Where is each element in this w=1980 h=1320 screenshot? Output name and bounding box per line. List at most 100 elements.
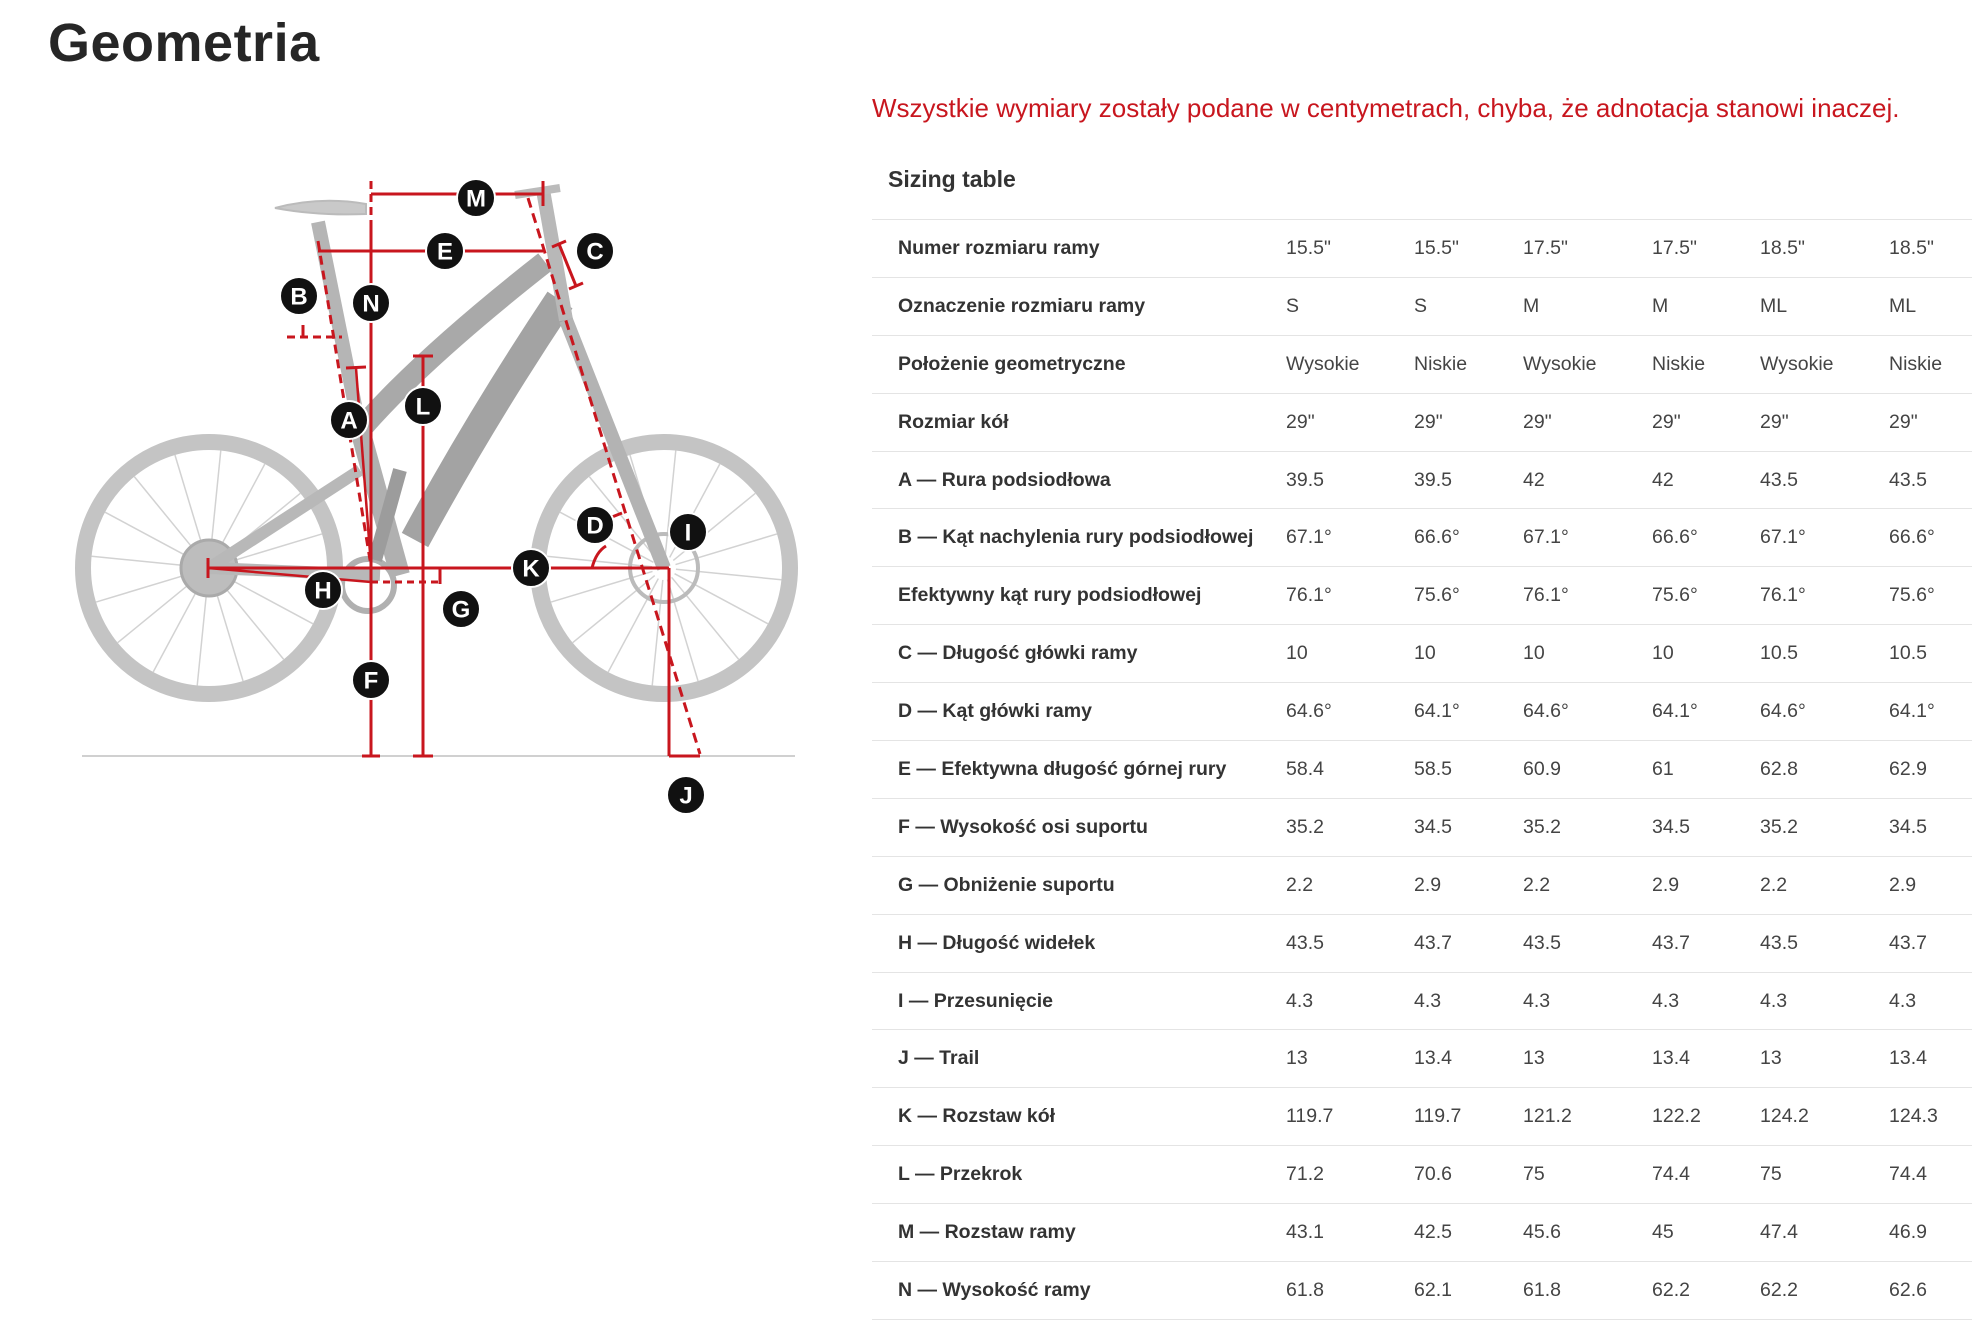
- table-cell: 62.1: [1414, 1278, 1452, 1301]
- marker-circle: [441, 589, 481, 629]
- spoke: [133, 476, 202, 560]
- marker-circle: [575, 505, 615, 545]
- table-cell: 76.1°: [1760, 584, 1806, 607]
- table-cell: 45: [1652, 1221, 1674, 1244]
- marker-letter: G: [452, 597, 471, 624]
- spoke: [674, 573, 769, 625]
- table-cell: 121.2: [1523, 1105, 1572, 1128]
- table-cell: 4.3: [1760, 989, 1788, 1012]
- table-cell: 70.6: [1414, 1163, 1452, 1186]
- dim-d: [590, 544, 607, 569]
- row-label: N — Wysokość ramy: [898, 1278, 1091, 1301]
- bike-geometry-diagram: ME C B N A L D I K H G F J: [75, 178, 798, 815]
- marker-b: B: [279, 276, 319, 316]
- table-row: N — Wysokość ramy 61.8 62.1 61.8 62.2 62.2 62.…: [872, 1262, 1972, 1320]
- row-label: I — Przesunięcie: [898, 989, 1053, 1012]
- table-cell: 2.9: [1889, 873, 1917, 896]
- table-cell: 45.6: [1523, 1221, 1561, 1244]
- spoke: [91, 555, 198, 568]
- table-cell: 34.5: [1414, 815, 1452, 838]
- marker-circle: [425, 231, 465, 271]
- table-cell: 64.6°: [1286, 700, 1332, 723]
- marker-circle: [456, 178, 496, 218]
- table-row: J — Trail 13 13.4 13 13.4 13 13.4: [872, 1030, 1972, 1089]
- table-cell: 47.4: [1760, 1221, 1798, 1244]
- table-cell: 29": [1286, 410, 1315, 433]
- marker-circle: [403, 386, 443, 426]
- seat-stay: [205, 464, 364, 574]
- table-cell: 124.3: [1889, 1105, 1938, 1128]
- spoke: [607, 578, 659, 673]
- spoke: [675, 568, 782, 581]
- table-cell: 4.3: [1523, 989, 1551, 1012]
- table-cell: M: [1652, 294, 1669, 317]
- table-cell: 64.1°: [1652, 700, 1698, 723]
- spoke: [572, 575, 656, 644]
- marker-a: A: [329, 400, 369, 440]
- table-cell: 39.5: [1286, 468, 1324, 491]
- table-cell: 29": [1760, 410, 1789, 433]
- table-cell: 10.5: [1760, 642, 1798, 665]
- table-cell: 67.1°: [1286, 526, 1332, 549]
- row-label: Numer rozmiaru ramy: [898, 236, 1100, 259]
- down-tube: [401, 291, 573, 548]
- table-cell: 61.8: [1523, 1278, 1561, 1301]
- table-cell: 75.6°: [1414, 584, 1460, 607]
- table-cell: 71.2: [1286, 1163, 1324, 1186]
- table-cell: 62.9: [1889, 757, 1927, 780]
- spoke: [219, 573, 314, 625]
- row-label: F — Wysokość osi suportu: [898, 815, 1148, 838]
- table-row: Numer rozmiaru ramy 15.5" 15.5" 17.5" 17.5" 1…: [872, 220, 1972, 278]
- table-cell: 62.6: [1889, 1278, 1927, 1301]
- seat-tube: [311, 220, 367, 432]
- table-cell: 64.1°: [1889, 700, 1935, 723]
- marker-circle: [668, 512, 708, 552]
- marker-g: G: [441, 589, 481, 629]
- table-cell: 29": [1652, 410, 1681, 433]
- marker-letter: K: [522, 556, 540, 583]
- table-cell: 43.5: [1523, 931, 1561, 954]
- table-cell: 34.5: [1652, 815, 1690, 838]
- table-cell: 2.2: [1286, 873, 1314, 896]
- table-cell: 18.5": [1760, 236, 1805, 259]
- marker-letter: M: [466, 186, 486, 213]
- spoke: [209, 450, 222, 557]
- table-row: L — Przekrok 71.2 70.6 75 74.4 75 74.4: [872, 1146, 1972, 1205]
- table-cell: 64.6°: [1760, 700, 1806, 723]
- marker-circle: [279, 276, 319, 316]
- spoke: [220, 533, 323, 566]
- table-cell: 75.6°: [1652, 584, 1698, 607]
- spoke: [211, 579, 244, 682]
- bike-illustration: [75, 184, 798, 757]
- table-cell: ML: [1760, 294, 1788, 317]
- marker-l: L: [403, 386, 443, 426]
- dim-b: [316, 240, 373, 567]
- marker-c: C: [575, 231, 615, 271]
- table-cell: 15.5": [1286, 236, 1331, 259]
- marker-circle: [511, 548, 551, 588]
- table-row: G — Obniżenie suportu 2.2 2.9 2.2 2.9 2.2 2.9: [872, 857, 1972, 915]
- row-label: E — Efektywna długość górnej rury: [898, 757, 1227, 780]
- table-cell: 13: [1760, 1047, 1782, 1070]
- spoke: [95, 570, 198, 603]
- spoke: [196, 579, 209, 686]
- spoke: [666, 579, 699, 682]
- table-cell: 17.5": [1652, 236, 1697, 259]
- table-cell: 43.7: [1414, 931, 1452, 954]
- table-cell: 76.1°: [1523, 584, 1569, 607]
- table-cell: 42: [1523, 468, 1545, 491]
- table-cell: Niskie: [1414, 352, 1468, 375]
- table-cell: 10: [1414, 642, 1436, 665]
- table-row: K — Rozstaw kół 119.7 119.7 121.2 122.2 124.2…: [872, 1088, 1972, 1147]
- spoke: [214, 463, 266, 558]
- table-cell: 66.6°: [1414, 526, 1460, 549]
- marker-letter: B: [290, 284, 307, 311]
- table-cell: 13.4: [1414, 1047, 1452, 1070]
- table-cell: 62.2: [1760, 1278, 1798, 1301]
- table-cell: 10: [1286, 642, 1308, 665]
- table-row: A — Rura podsiodłowa 39.5 39.5 42 42 43.5 43.5: [872, 452, 1972, 510]
- table-row: C — Długość główki ramy 10 10 10 10 10.5 10.5: [872, 625, 1972, 684]
- lower-frame: [350, 427, 410, 578]
- table-cell: S: [1414, 294, 1428, 317]
- marker-letter: H: [314, 578, 331, 605]
